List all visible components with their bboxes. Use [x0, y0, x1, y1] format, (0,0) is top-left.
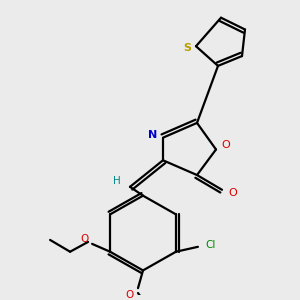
Text: N: N [148, 130, 158, 140]
Text: O: O [80, 234, 88, 244]
Text: O: O [222, 140, 230, 150]
Text: Cl: Cl [206, 240, 216, 250]
Text: S: S [183, 43, 191, 53]
Text: O: O [126, 290, 134, 300]
Text: O: O [229, 188, 237, 198]
Text: H: H [113, 176, 121, 186]
